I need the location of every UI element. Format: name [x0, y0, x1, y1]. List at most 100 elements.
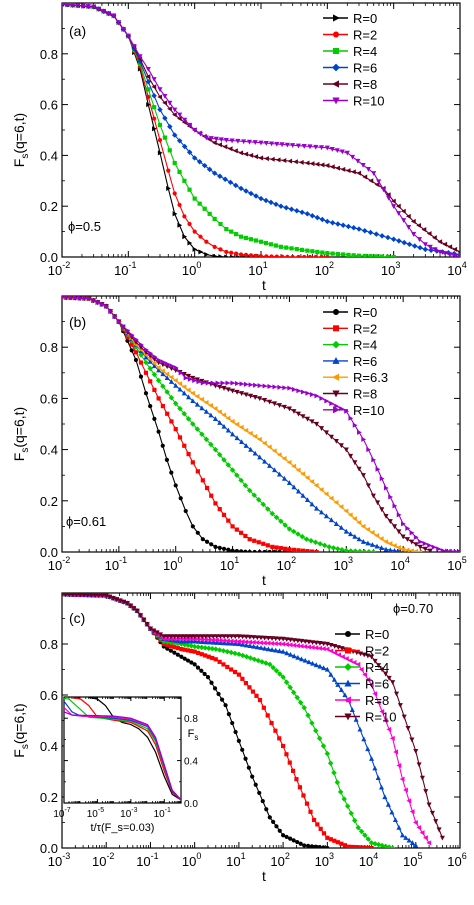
data-point [356, 536, 362, 542]
data-point [196, 159, 203, 165]
data-point [258, 195, 264, 202]
data-point [91, 4, 97, 10]
data-point [173, 483, 178, 488]
data-point [308, 809, 313, 814]
data-point [399, 776, 405, 782]
data-point [300, 414, 306, 420]
data-point [271, 819, 276, 824]
data-point [389, 809, 395, 815]
data-point [205, 675, 211, 680]
data-point [333, 499, 339, 506]
data-point [405, 525, 411, 531]
data-point [92, 593, 98, 598]
data-point [348, 531, 354, 537]
data-point [204, 539, 210, 544]
data-point [234, 232, 239, 237]
legend: R=0R=2 R=4R=6R=6.3 R=8R=10 [323, 305, 388, 418]
data-point [284, 834, 289, 840]
data-point [365, 836, 371, 842]
legend-marker [344, 679, 352, 687]
data-point [162, 135, 167, 140]
data-point [99, 301, 105, 307]
legend-marker [345, 647, 351, 654]
data-point [172, 377, 178, 383]
data-point [74, 593, 80, 598]
data-point [183, 508, 188, 514]
data-point [243, 533, 248, 539]
data-point [160, 368, 165, 374]
x-tick-label: 102 [315, 260, 334, 278]
data-point [375, 700, 381, 706]
legend-marker [332, 340, 340, 349]
legend-label: R=2 [365, 644, 389, 659]
data-point [279, 142, 285, 148]
data-point [137, 54, 143, 60]
data-point [77, 296, 83, 301]
data-point [192, 638, 198, 644]
data-point [278, 244, 284, 249]
data-point [386, 195, 392, 201]
data-point [182, 647, 187, 652]
data-point [349, 707, 355, 712]
data-point [188, 643, 195, 649]
data-point [212, 216, 217, 221]
data-point [210, 655, 215, 661]
x-tick-label: 105 [447, 555, 466, 573]
data-point [243, 681, 249, 686]
data-point [186, 373, 192, 379]
data-point [240, 652, 246, 659]
data-point [304, 416, 311, 422]
data-point [276, 471, 283, 477]
y-tick-label: 0.4 [40, 148, 58, 163]
data-point [307, 254, 313, 257]
data-point [254, 635, 260, 641]
data-point [400, 546, 406, 552]
data-point [161, 638, 167, 645]
data-point [383, 546, 389, 552]
data-point [173, 365, 179, 371]
data-point [262, 645, 268, 651]
data-point [338, 524, 344, 530]
data-point [356, 466, 362, 472]
data-point [401, 714, 407, 720]
data-point [148, 403, 153, 409]
data-point [318, 826, 323, 831]
data-point [309, 549, 315, 552]
data-point [182, 234, 188, 240]
data-point [146, 102, 152, 108]
data-point [309, 479, 315, 485]
data-point [393, 691, 400, 697]
data-point [401, 218, 407, 223]
data-point [352, 460, 358, 466]
data-point [437, 239, 443, 245]
data-point [192, 127, 198, 133]
data-point [157, 106, 163, 113]
data-point [352, 516, 357, 522]
data-point [208, 136, 214, 141]
data-point [168, 379, 174, 384]
data-point [178, 638, 184, 644]
data-point [203, 436, 210, 443]
data-point [64, 296, 70, 301]
data-point [227, 179, 234, 186]
data-point [439, 249, 446, 255]
data-point [422, 242, 428, 248]
data-point [343, 508, 349, 514]
y-tick-label: 0.8 [184, 714, 198, 725]
data-point [222, 144, 228, 150]
data-point [392, 817, 398, 823]
data-point [269, 141, 275, 147]
x-tick-label: 104 [447, 260, 466, 278]
data-point [100, 593, 106, 599]
data-point [339, 841, 344, 846]
data-point [155, 365, 161, 371]
data-point [221, 386, 227, 391]
data-point [457, 254, 460, 257]
x-tick-label: 103 [334, 555, 353, 573]
data-point [281, 456, 287, 462]
data-point [286, 459, 292, 465]
data-point [368, 840, 375, 846]
legend-marker [332, 390, 340, 398]
data-point [409, 539, 415, 545]
data-point [328, 495, 334, 501]
